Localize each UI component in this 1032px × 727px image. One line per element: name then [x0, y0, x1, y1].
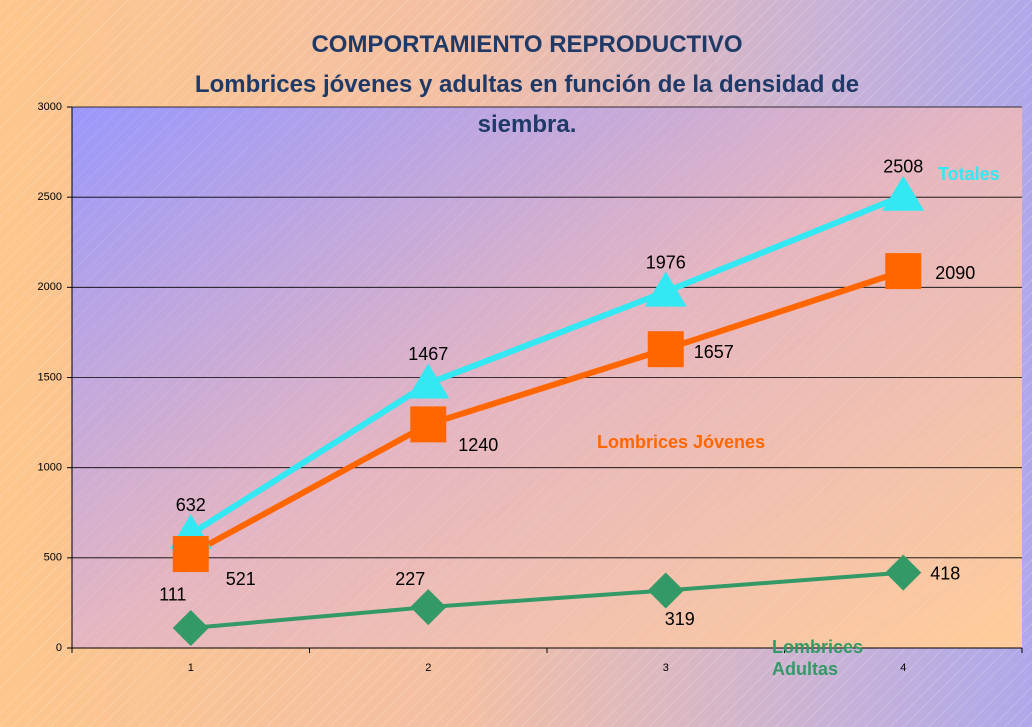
x-tick-label: 2 — [425, 662, 431, 674]
data-label: 418 — [930, 563, 960, 583]
data-label: 2508 — [883, 156, 923, 176]
x-tick-label: 1 — [188, 662, 194, 674]
data-label: 1240 — [458, 435, 498, 455]
series-name: Lombrices Jóvenes — [597, 432, 766, 452]
x-tick-label: 3 — [663, 662, 669, 674]
marker — [410, 589, 447, 626]
y-tick-label: 2000 — [38, 281, 62, 293]
marker — [885, 554, 922, 591]
y-tick-label: 2500 — [38, 191, 62, 203]
series-name: Lombrices Adultas — [772, 637, 864, 676]
data-label: 319 — [665, 609, 695, 629]
y-tick-label: 500 — [44, 552, 62, 564]
series-name: Totales — [938, 164, 1000, 184]
y-tick-label: 1500 — [38, 371, 62, 383]
marker — [407, 363, 450, 399]
y-tick-label: 3000 — [38, 101, 62, 113]
data-label: 1976 — [646, 252, 686, 272]
series-line — [190, 570, 904, 630]
y-tick-label: 0 — [56, 642, 62, 654]
marker — [172, 609, 209, 646]
marker — [644, 271, 687, 307]
series-line — [189, 268, 905, 557]
marker — [885, 253, 922, 290]
data-label: 1657 — [694, 342, 734, 362]
marker — [410, 406, 447, 443]
chart-title: COMPORTAMIENTO REPRODUCTIVO — [311, 31, 743, 58]
marker — [647, 572, 684, 609]
data-label: 111 — [159, 585, 186, 605]
marker — [647, 331, 684, 368]
chart-subtitle: Lombrices jóvenes y adultas en función d… — [194, 71, 860, 138]
marker — [172, 536, 209, 573]
x-tick-label: 4 — [900, 662, 906, 674]
y-tick-label: 1000 — [38, 462, 62, 474]
data-label: 227 — [395, 569, 425, 589]
data-label: 521 — [226, 569, 256, 589]
series-line — [189, 192, 905, 537]
data-label: 1467 — [408, 344, 448, 364]
marker — [882, 175, 925, 211]
data-label: 2090 — [935, 263, 975, 283]
data-label: 632 — [176, 495, 206, 515]
